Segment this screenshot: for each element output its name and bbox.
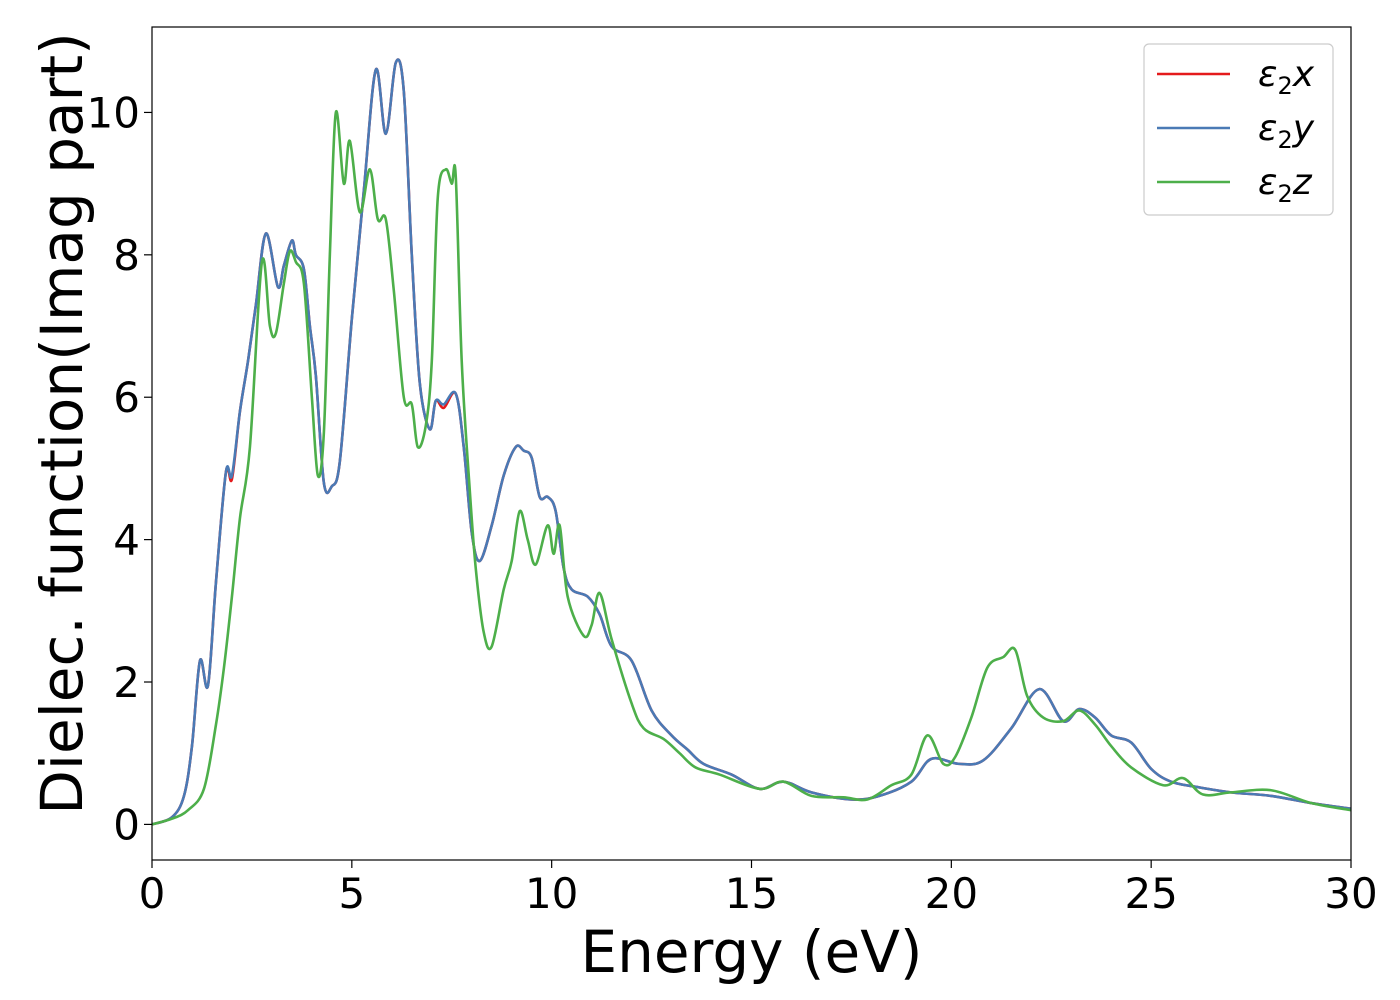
y-axis-label: Dielec. function(Imag part) [28, 32, 96, 815]
x-tick-label: 30 [1324, 869, 1377, 918]
x-axis-ticks: 0 5 10 15 20 25 30 [139, 860, 1378, 918]
y-tick-label: 10 [87, 88, 140, 137]
y-tick-label: 0 [113, 800, 140, 849]
plot-series [152, 58, 1351, 826]
legend-label-y: ε2y [1258, 108, 1315, 154]
y-tick-label: 4 [113, 516, 140, 565]
legend-label-z: ε2z [1258, 162, 1313, 208]
legend-box [1143, 43, 1334, 216]
series-line-z [152, 110, 1351, 826]
x-tick-label: 25 [1124, 869, 1177, 918]
y-tick-label: 2 [113, 658, 140, 707]
x-tick-label: 20 [925, 869, 978, 918]
y-axis-ticks: 0 2 4 6 8 10 [87, 88, 152, 849]
series-line-y [152, 58, 1351, 826]
x-tick-label: 5 [338, 869, 365, 918]
x-tick-label: 0 [139, 869, 166, 918]
y-tick-label: 6 [113, 373, 140, 422]
x-tick-label: 15 [725, 869, 778, 918]
legend: ε2x ε2y ε2z [1143, 43, 1334, 216]
legend-label-x: ε2x [1258, 54, 1315, 100]
x-tick-label: 10 [525, 869, 578, 918]
y-tick-label: 8 [113, 231, 140, 280]
x-axis-label: Energy (eV) [580, 918, 922, 986]
